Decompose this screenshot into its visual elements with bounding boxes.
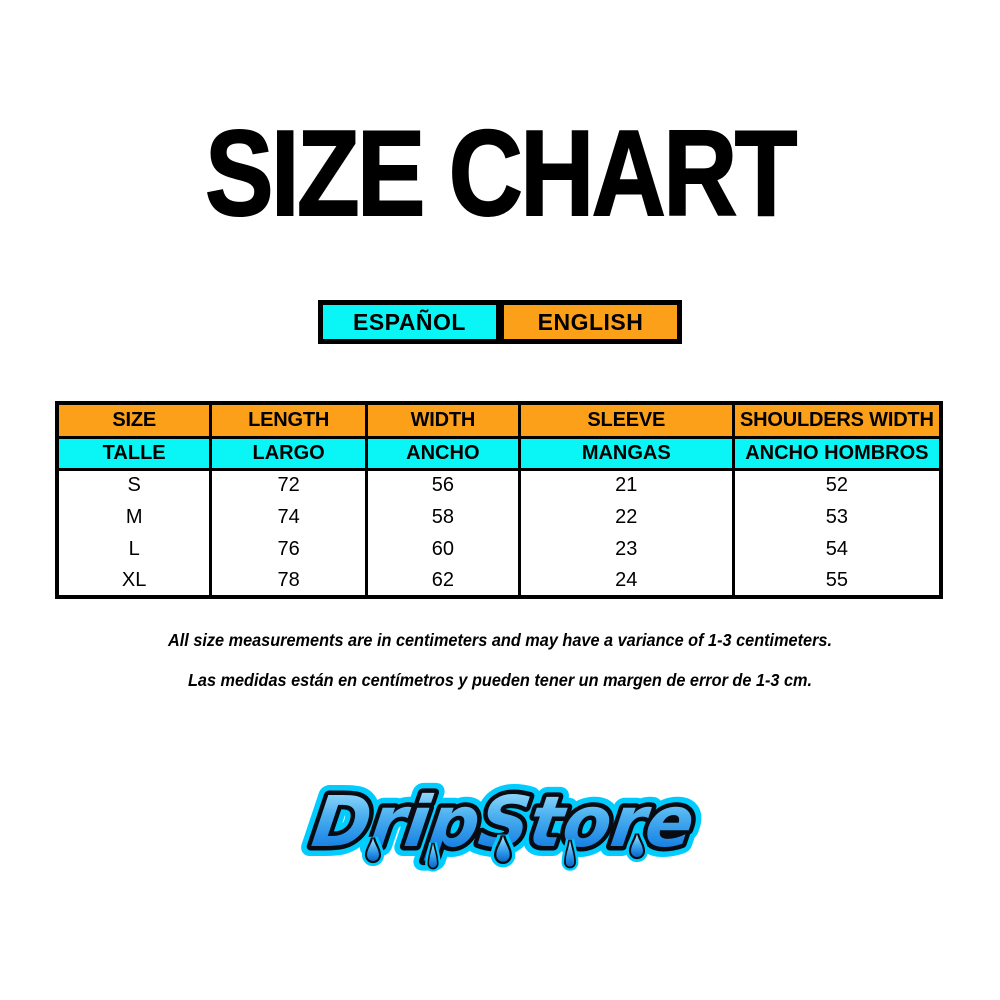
length-value: 72 xyxy=(209,469,367,501)
size-label: M xyxy=(57,501,211,533)
shoulders-value: 53 xyxy=(731,501,941,533)
table-row-xl: XL 78 62 24 55 xyxy=(57,565,941,597)
dripstore-logo-svg: DripStore DripStore DripStore xyxy=(297,771,709,873)
length-value: 74 xyxy=(209,501,367,533)
sleeve-value: 21 xyxy=(517,469,734,501)
size-label: L xyxy=(57,533,211,565)
sleeve-value: 24 xyxy=(517,565,734,597)
column-header-ancho: ANCHO xyxy=(364,437,520,471)
column-header-mangas: MANGAS xyxy=(517,437,734,471)
language-tabs: ESPAÑOL ENGLISH xyxy=(318,300,682,344)
column-header-talle: TALLE xyxy=(57,437,211,471)
note-spanish: Las medidas están en centímetros y puede… xyxy=(187,670,813,690)
sleeve-value: 22 xyxy=(517,501,734,533)
width-value: 58 xyxy=(364,501,520,533)
note-english: All size measurements are in centimeters… xyxy=(168,630,832,650)
size-label: S xyxy=(57,469,211,501)
size-label: XL xyxy=(57,565,211,597)
column-header-size: SIZE xyxy=(57,403,211,439)
tab-english[interactable]: ENGLISH xyxy=(496,305,677,339)
table-row-s: S 72 56 21 52 xyxy=(57,469,941,501)
column-header-width: WIDTH xyxy=(364,403,520,439)
tab-espanol[interactable]: ESPAÑOL xyxy=(323,305,496,339)
column-header-length: LENGTH xyxy=(209,403,367,439)
column-header-largo: LARGO xyxy=(209,437,367,471)
table-row-m: M 74 58 22 53 xyxy=(57,501,941,533)
page-title: SIZE CHART xyxy=(204,105,798,241)
header-row-spanish: TALLE LARGO ANCHO MANGAS ANCHO HOMBROS xyxy=(57,437,941,471)
shoulders-value: 52 xyxy=(731,469,941,501)
column-header-ancho-hombros: ANCHO HOMBROS xyxy=(731,437,941,471)
sleeve-value: 23 xyxy=(517,533,734,565)
length-value: 78 xyxy=(209,565,367,597)
size-table-container: SIZE LENGTH WIDTH SLEEVE SHOULDERS WIDTH… xyxy=(55,401,943,599)
width-value: 60 xyxy=(364,533,520,565)
shoulders-value: 54 xyxy=(731,533,941,565)
length-value: 76 xyxy=(209,533,367,565)
table-row-l: L 76 60 23 54 xyxy=(57,533,941,565)
size-table: SIZE LENGTH WIDTH SLEEVE SHOULDERS WIDTH… xyxy=(55,401,943,599)
column-header-shoulders-width: SHOULDERS WIDTH xyxy=(731,403,941,439)
column-header-sleeve: SLEEVE xyxy=(517,403,734,439)
width-value: 62 xyxy=(364,565,520,597)
header-row-english: SIZE LENGTH WIDTH SLEEVE SHOULDERS WIDTH xyxy=(57,403,941,439)
dripstore-logo: DripStore DripStore DripStore xyxy=(0,748,1000,898)
width-value: 56 xyxy=(364,469,520,501)
shoulders-value: 55 xyxy=(731,565,941,597)
